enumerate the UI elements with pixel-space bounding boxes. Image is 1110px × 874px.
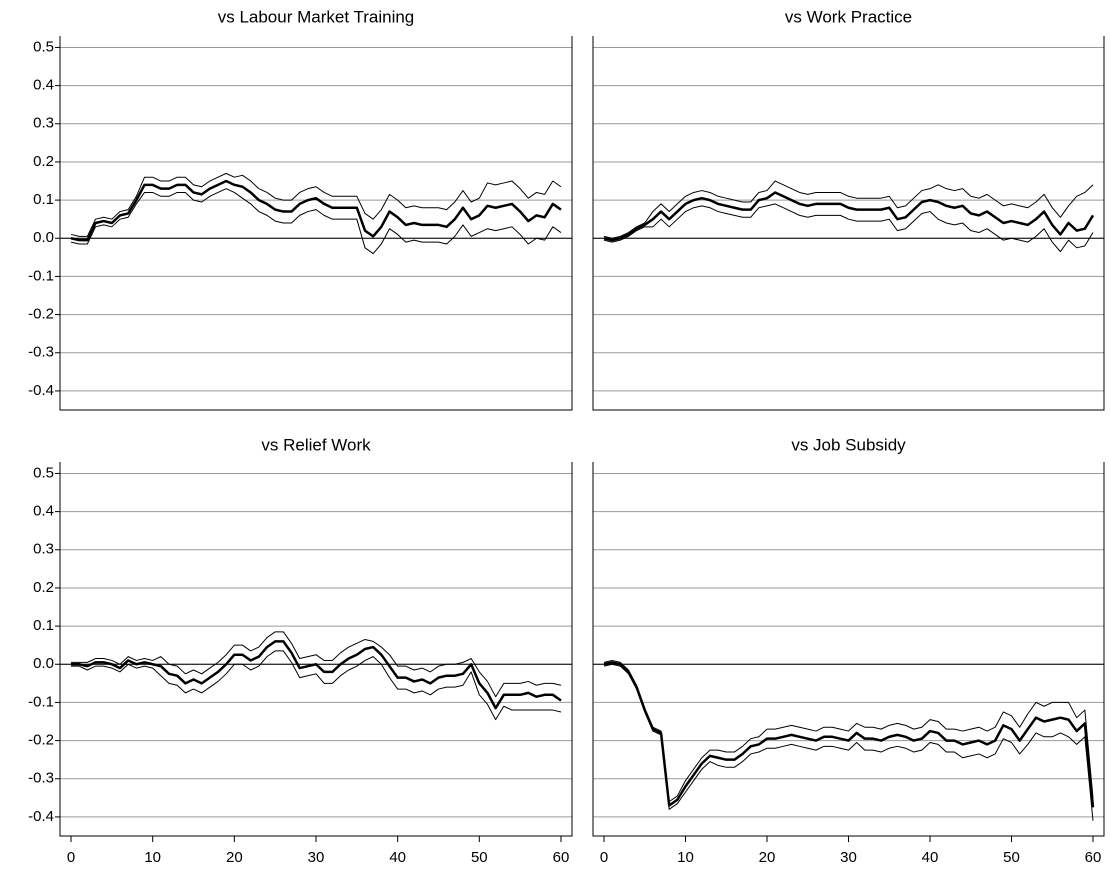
y-tick-label: 0.1	[33, 617, 54, 634]
y-tick-label: 0.3	[33, 541, 54, 558]
panel: vs Job Subsidy 0 10 20 30 40 50 60	[592, 435, 1105, 866]
x-tick-label: 30	[840, 849, 857, 866]
x-tick-label: 10	[677, 849, 694, 866]
x-tick-label: 0	[600, 849, 608, 866]
x-tick-label: 10	[144, 849, 161, 866]
y-tick-label: 0.2	[33, 579, 54, 596]
series-line	[70, 172, 562, 237]
panel: vs Relief Work -0.4 -0.3 -0.2 -0.1 0.0 0.1 0.2 0…	[28, 435, 573, 866]
x-tick-label: 50	[471, 849, 488, 866]
y-tick-label: -0.4	[28, 808, 54, 825]
y-tick-label: -0.4	[28, 382, 54, 399]
series-line	[603, 661, 1095, 808]
panel: vs Work Practice	[592, 7, 1105, 411]
series-line	[71, 631, 562, 698]
panel-title: vs Relief Work	[261, 435, 371, 454]
axis-frame	[59, 462, 573, 837]
x-tick-label: 20	[226, 849, 243, 866]
y-tick-label: -0.2	[28, 306, 54, 323]
series-line	[603, 663, 1094, 821]
y-tick-label: 0.5	[33, 38, 54, 55]
axis-frame	[592, 462, 1105, 837]
panel-title: vs Job Subsidy	[791, 435, 906, 454]
axis-frame	[592, 36, 1105, 411]
x-tick-label: 20	[759, 849, 776, 866]
y-tick-label: 0.1	[33, 191, 54, 208]
y-tick-label: 0.4	[33, 503, 54, 520]
x-tick-label: 30	[308, 849, 325, 866]
y-tick-label: 0.4	[33, 77, 54, 94]
x-tick-label: 40	[389, 849, 406, 866]
panel-title: vs Labour Market Training	[218, 7, 415, 26]
x-tick-label: 0	[67, 849, 75, 866]
x-tick-label: 40	[922, 849, 939, 866]
y-tick-label: -0.1	[28, 267, 54, 284]
x-tick-label: 50	[1003, 849, 1020, 866]
series-line	[603, 180, 1094, 239]
y-tick-label: 0.0	[33, 229, 54, 246]
series-line	[70, 179, 562, 242]
series-line	[603, 191, 1095, 242]
series-line	[603, 203, 1094, 253]
y-tick-label: 0.2	[33, 153, 54, 170]
y-tick-label: -0.3	[28, 344, 54, 361]
panel-title: vs Work Practice	[785, 7, 912, 26]
y-tick-label: -0.3	[28, 770, 54, 787]
y-tick-label: 0.3	[33, 115, 54, 132]
series-line	[70, 188, 562, 255]
series-line	[71, 640, 562, 710]
series-line	[603, 659, 1094, 803]
y-tick-label: 0.5	[33, 464, 54, 481]
x-tick-label: 60	[553, 849, 570, 866]
y-tick-label: -0.1	[28, 693, 54, 710]
x-tick-label: 60	[1085, 849, 1102, 866]
series-line	[71, 650, 562, 721]
axis-frame	[59, 36, 573, 411]
y-tick-label: 0.0	[33, 655, 54, 672]
y-tick-label: -0.2	[28, 732, 54, 749]
panel: vs Labour Market Training -0.4 -0.3 -0.2 -0.…	[28, 7, 573, 411]
